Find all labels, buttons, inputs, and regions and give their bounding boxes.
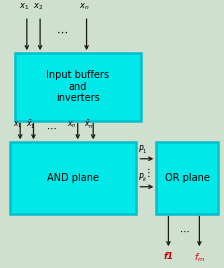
Text: $\cdots$: $\cdots$ xyxy=(179,226,189,236)
Text: $P_k$: $P_k$ xyxy=(138,171,148,184)
Text: f1: f1 xyxy=(163,252,173,261)
Text: $\cdots$: $\cdots$ xyxy=(46,123,56,133)
Text: $\bar{x}_1$: $\bar{x}_1$ xyxy=(26,119,35,131)
Text: $x_n$: $x_n$ xyxy=(67,120,77,130)
Text: $x_1$: $x_1$ xyxy=(13,120,22,130)
Bar xyxy=(156,142,218,214)
Text: $x_1$: $x_1$ xyxy=(19,2,30,12)
Bar xyxy=(15,53,141,121)
Text: $\bar{x}_n$: $\bar{x}_n$ xyxy=(84,119,94,131)
Text: $f_m$: $f_m$ xyxy=(194,252,205,264)
Text: $\vdots$: $\vdots$ xyxy=(143,166,151,179)
Bar xyxy=(10,142,136,214)
Text: $x_n$: $x_n$ xyxy=(79,2,90,12)
Text: $x_2$: $x_2$ xyxy=(33,2,43,12)
Text: $\cdots$: $\cdots$ xyxy=(56,27,68,36)
Text: $P_1$: $P_1$ xyxy=(138,143,148,156)
Text: AND plane: AND plane xyxy=(47,173,99,183)
Text: OR plane: OR plane xyxy=(165,173,210,183)
Text: Input buffers
and
inverters: Input buffers and inverters xyxy=(46,70,109,103)
